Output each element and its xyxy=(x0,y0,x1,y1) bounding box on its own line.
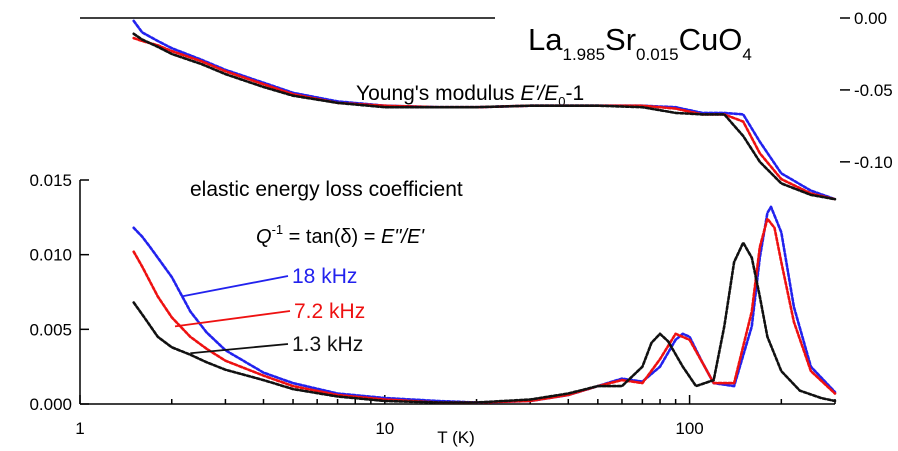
bottom-panel-formula: Q-1 = tan(δ) = E"/E' xyxy=(256,222,425,248)
top-label-sub: 0 xyxy=(558,94,565,109)
annotation-leader-1-3-khz xyxy=(190,343,289,355)
bottom-panel-label: elastic energy loss coefficient xyxy=(190,178,463,201)
y-tick-label: 0.015 xyxy=(29,171,72,190)
title-sub3: 4 xyxy=(742,45,751,64)
title-sub2: 0.015 xyxy=(636,45,679,64)
top-y-tick-label: 0.00 xyxy=(854,9,887,28)
x-tick-label: 1 xyxy=(75,419,84,438)
top-label-prefix: Young's modulus xyxy=(356,82,520,105)
formula-q: Q xyxy=(256,226,272,248)
annotation-label-7-2-khz: 7.2 kHz xyxy=(294,300,365,323)
annotations: 18 kHz 7.2 kHz 1.3 kHz xyxy=(174,265,365,356)
title-sub1: 1.985 xyxy=(562,45,605,64)
title-sr: Sr xyxy=(605,22,636,57)
formula-mid: = tan(δ) = xyxy=(283,226,381,248)
title-cuo: CuO xyxy=(679,22,743,57)
x-tick-label: 10 xyxy=(375,419,394,438)
x-axis-label: T (K) xyxy=(437,428,474,447)
axes: 1 10 100 T (K) 0.000 0.005 0.010 0.015 0.00 -0.05… xyxy=(29,9,892,447)
y-tick-label: 0.000 xyxy=(29,395,72,414)
annotation-leader-18-khz xyxy=(181,275,289,298)
annotation-label-1-3-khz: 1.3 kHz xyxy=(292,333,363,356)
formula-sup: -1 xyxy=(272,222,284,237)
top-label-suffix: -1 xyxy=(565,82,584,105)
top-label-e: E'/E xyxy=(520,82,559,105)
bottom-series-7-2-khz xyxy=(132,217,837,404)
chart-title: La1.985Sr0.015CuO4 xyxy=(528,22,752,64)
top-series-7-2-khz xyxy=(132,36,837,201)
top-panel-label: Young's modulus E'/E0-1 xyxy=(356,82,584,109)
bottom-series-1-3-khz xyxy=(132,241,837,404)
x-tick-label: 100 xyxy=(675,419,703,438)
top-series-1-3-khz xyxy=(132,32,837,201)
top-y-tick-label: -0.10 xyxy=(854,153,893,172)
formula-e: E"/E' xyxy=(381,226,425,248)
title-la: La xyxy=(528,22,563,57)
bottom-panel-series xyxy=(132,205,837,404)
annotation-leader-7-2-khz xyxy=(174,310,291,328)
top-panel-series xyxy=(132,19,837,201)
annotation-label-18-khz: 18 kHz xyxy=(292,265,357,288)
y-tick-label: 0.010 xyxy=(29,246,72,265)
y-tick-label: 0.005 xyxy=(29,320,72,339)
top-y-tick-label: -0.05 xyxy=(854,81,893,100)
